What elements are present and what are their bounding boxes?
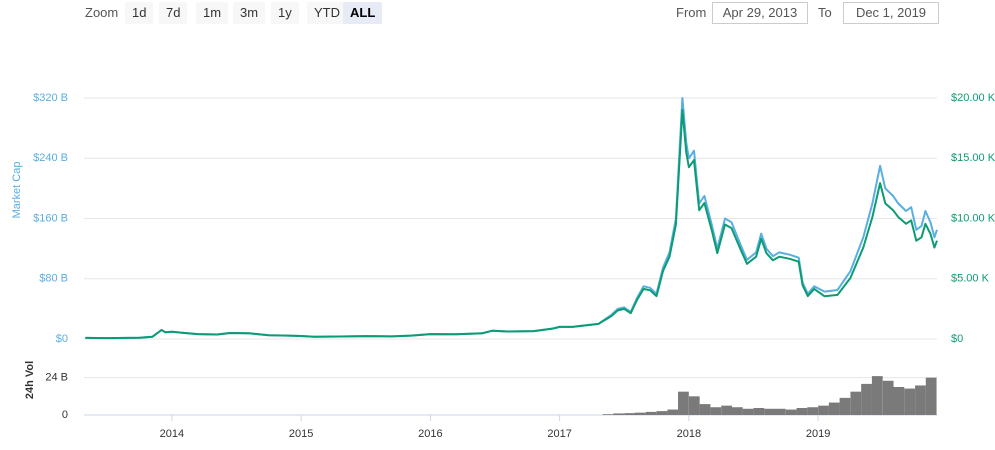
to-label: To	[818, 5, 832, 20]
zoom-button[interactable]: ALL	[343, 2, 383, 24]
zoom-button[interactable]: 1d	[125, 2, 154, 24]
volume-bar	[882, 380, 894, 415]
volume-bar	[861, 383, 872, 415]
y2-tick-label: $20.00 K	[951, 92, 995, 104]
volume-bar	[613, 413, 625, 415]
x-tick-label: 2018	[677, 428, 701, 440]
x-tick-label: 2016	[418, 428, 442, 440]
volume-bar	[828, 402, 840, 415]
zoom-button[interactable]: 3m	[233, 2, 266, 24]
volume-bar	[678, 391, 689, 415]
volume-bar	[871, 376, 883, 415]
volume-bar	[645, 411, 657, 415]
volume-bar	[796, 408, 808, 415]
volume-bar	[667, 409, 679, 415]
y-tick-label: $80 B	[39, 273, 68, 285]
to-input[interactable]: Dec 1, 2019	[843, 2, 939, 24]
zoom-button[interactable]: 1m	[196, 2, 229, 24]
x-tick-label: 2014	[160, 428, 184, 440]
volume-bar	[904, 388, 915, 415]
volume-bar	[850, 391, 862, 415]
volume-bar	[753, 408, 765, 415]
zoom-button[interactable]: 7d	[159, 2, 188, 24]
y-tick-label: $240 B	[33, 152, 68, 164]
from-input[interactable]: Apr 29, 2013	[712, 2, 808, 24]
y-tick-label: 0	[62, 409, 68, 421]
volume-bar	[785, 409, 797, 415]
volume-bar	[688, 396, 700, 415]
volume-bar	[764, 408, 776, 415]
volume-bar	[731, 407, 743, 415]
y-tick-label: $320 B	[33, 92, 68, 104]
y-tick-label: $160 B	[33, 212, 68, 224]
zoom-button[interactable]: YTD	[307, 2, 347, 24]
volume-bar	[624, 413, 636, 415]
y2-tick-label: $15.00 K	[951, 152, 995, 164]
series-line	[85, 109, 938, 340]
volume-bar	[710, 407, 722, 415]
volume-bar	[721, 405, 732, 415]
x-tick-label: 2015	[289, 428, 313, 440]
y-tick-label: 24 B	[45, 372, 68, 384]
zoom-label: Zoom	[85, 5, 119, 20]
y-tick-label: $0	[56, 333, 68, 345]
y2-tick-label: $5.00 K	[951, 273, 990, 285]
y2-tick-label: $0	[951, 333, 963, 345]
y-axis-title: Market Cap	[11, 162, 23, 219]
x-tick-label: 2019	[806, 428, 830, 440]
volume-bar	[602, 414, 614, 415]
volume-bar	[925, 377, 937, 415]
volume-bar	[818, 405, 829, 415]
volume-bar	[742, 408, 754, 415]
volume-bar	[839, 397, 851, 415]
y-axis-title: 24h Vol	[24, 361, 36, 399]
volume-bar	[699, 404, 711, 415]
volume-bar	[635, 412, 646, 415]
volume-bar	[656, 411, 668, 415]
from-label: From	[676, 5, 707, 20]
volume-bar	[893, 387, 905, 415]
zoom-button[interactable]: 1y	[271, 2, 299, 24]
volume-bar	[774, 408, 786, 415]
x-tick-label: 2017	[547, 428, 571, 440]
y2-tick-label: $10.00 K	[951, 212, 995, 224]
volume-bar	[915, 385, 926, 415]
volume-bar	[807, 407, 819, 415]
